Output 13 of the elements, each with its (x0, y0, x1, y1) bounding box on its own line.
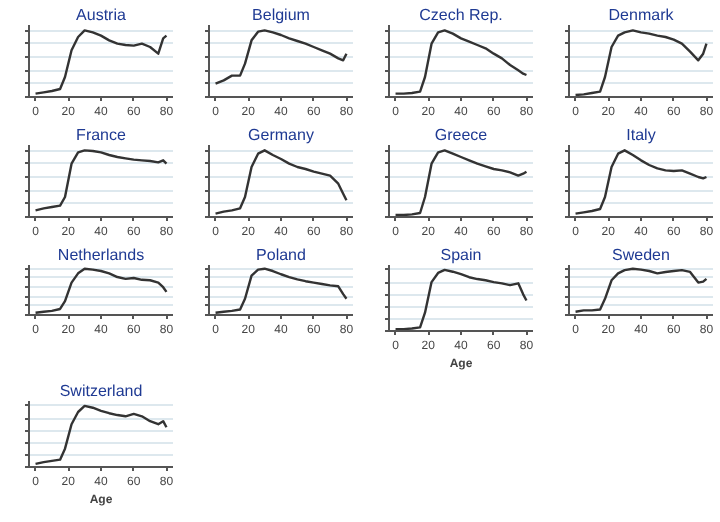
chart-title: Italy (626, 126, 656, 144)
chart-title: France (76, 126, 127, 144)
chart-title: Switzerland (59, 382, 143, 400)
chart-title: Netherlands (57, 246, 145, 264)
chart-title: Greece (434, 126, 489, 144)
chart-title: Germany (248, 126, 314, 144)
chart-title: Austria (76, 6, 127, 24)
chart-title: Spain (440, 246, 482, 264)
chart-title: Czech Rep. (419, 6, 503, 24)
chart-title: Poland (256, 246, 306, 264)
chart-title: Sweden (612, 246, 670, 264)
chart-title: Denmark (608, 6, 676, 24)
chart-title: Belgium (252, 6, 311, 24)
